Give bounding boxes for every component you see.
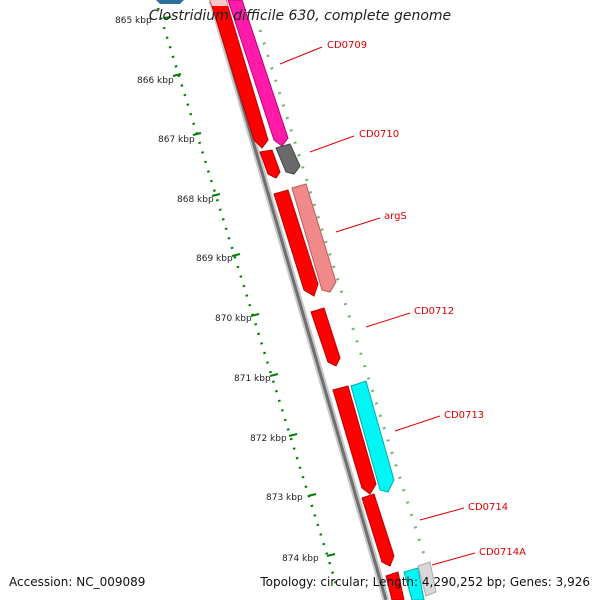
callout-line	[335, 217, 381, 233]
category-feature-cd0709[interactable]	[227, 0, 289, 147]
cds-feature-cd0712-forward[interactable]	[310, 307, 341, 367]
major-tick	[192, 132, 202, 136]
cds-feature-cd0713-forward[interactable]	[332, 385, 377, 495]
genome-summary-text: Topology: circular; Length: 4,290,252 bp…	[260, 575, 590, 589]
callout-line	[309, 135, 355, 153]
major-tick	[172, 73, 182, 77]
category-track	[227, 0, 437, 600]
category-feature-cd0713[interactable]	[350, 380, 395, 493]
cds-feature-cd0709-forward[interactable]	[209, 0, 269, 149]
gene-label-cd0714a[interactable]: CD0714A	[479, 547, 526, 558]
gene-label-cd0709[interactable]: CD0709	[327, 40, 367, 51]
gene-labels: CD0709 CD0710 argS CD0712 CD0713 CD0714 …	[327, 40, 526, 558]
tick-label: 867 kbp	[158, 135, 195, 145]
gene-callouts	[279, 46, 476, 566]
cds-track	[209, 0, 405, 600]
tick-label: 871 kbp	[234, 374, 271, 384]
category-feature-grey[interactable]	[417, 561, 437, 597]
tick-label: 870 kbp	[215, 314, 252, 324]
callout-line	[365, 312, 411, 328]
gene-label-cd0712[interactable]: CD0712	[414, 306, 454, 317]
gene-label-cd0710[interactable]: CD0710	[359, 129, 399, 140]
major-ticks	[163, 16, 336, 557]
cds-feature-cd0714-forward[interactable]	[361, 493, 395, 567]
major-tick	[250, 313, 260, 317]
cds-feature-cd0714a-forward[interactable]	[385, 571, 405, 600]
accession-text: Accession: NC_009089	[9, 575, 146, 589]
tick-label: 868 kbp	[177, 195, 214, 205]
callout-line	[394, 415, 441, 432]
tick-label: 872 kbp	[250, 434, 287, 444]
tick-label: 874 kbp	[282, 554, 319, 564]
category-feature-cd0710[interactable]	[275, 143, 301, 175]
major-tick	[326, 553, 336, 557]
callout-line	[419, 507, 465, 521]
map-title: Clostridium difficile 630, complete geno…	[148, 8, 452, 24]
tick-label: 866 kbp	[137, 76, 174, 86]
major-tick	[163, 16, 172, 19]
cds-feature-cd0709-forward-pale	[210, 0, 228, 6]
gene-label-cd0714[interactable]: CD0714	[468, 502, 508, 513]
callout-line	[431, 552, 476, 566]
cds-feature-args-forward[interactable]	[273, 189, 319, 297]
cds-feature-cd0710-forward[interactable]	[259, 149, 281, 179]
gene-label-cd0713[interactable]: CD0713	[444, 410, 484, 421]
feature-partial-blue[interactable]	[156, 0, 184, 4]
tick-label: 873 kbp	[266, 493, 303, 503]
major-tick	[231, 253, 241, 257]
tick-label: 869 kbp	[196, 254, 233, 264]
category-feature-args[interactable]	[291, 183, 337, 293]
tick-label: 865 kbp	[115, 16, 152, 26]
gene-label-args[interactable]: argS	[384, 211, 407, 222]
callout-line	[279, 46, 323, 65]
tick-labels: 865 kbp 866 kbp 867 kbp 868 kbp 869 kbp …	[115, 16, 319, 564]
category-feature-cd0714a[interactable]	[403, 567, 425, 600]
major-tick	[288, 433, 298, 437]
major-tick	[269, 373, 279, 377]
major-tick	[211, 193, 221, 197]
major-tick	[307, 493, 317, 497]
